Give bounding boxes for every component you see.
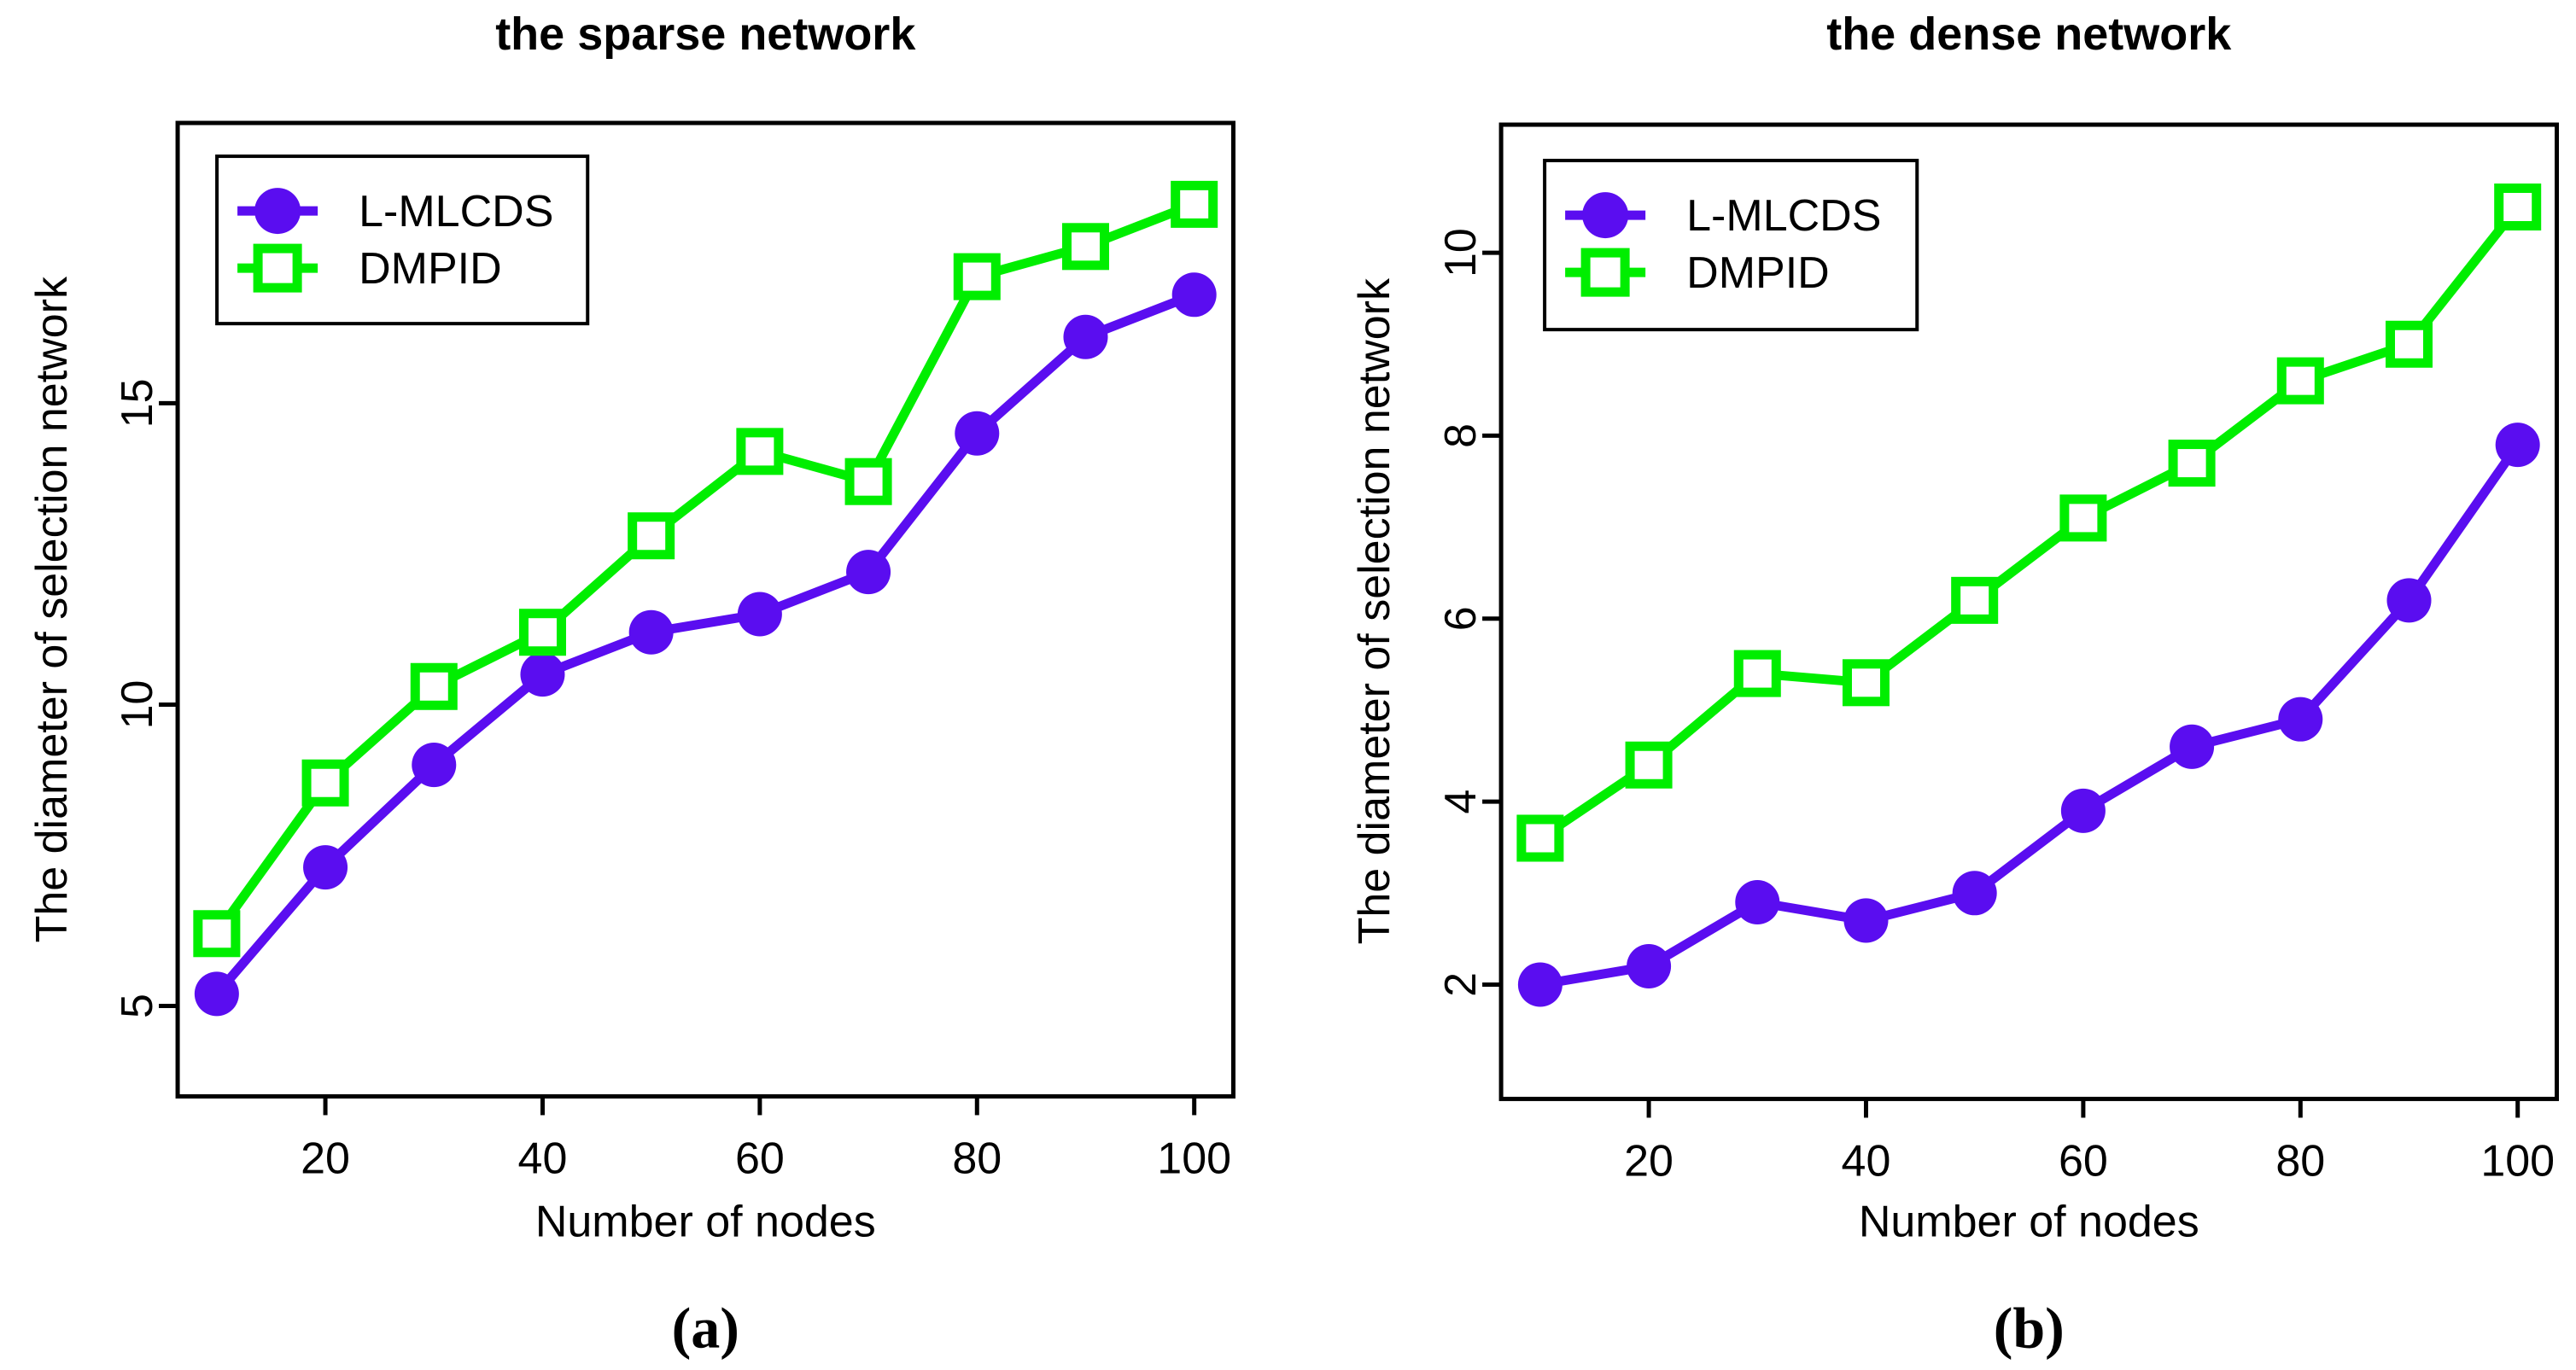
data-point-dmpid [1630, 746, 1668, 784]
legend-label-l-mlcds: L-MLCDS [359, 187, 553, 236]
data-point-l-mlcds [1735, 880, 1779, 924]
data-point-l-mlcds [2278, 697, 2322, 742]
data-point-dmpid [1738, 655, 1776, 692]
legend-filled-circle-icon [254, 188, 301, 234]
series-line-l-mlcds [217, 294, 1195, 994]
chart-panel-dense: the dense network The diameter of select… [1288, 0, 2576, 1370]
panel-caption: (b) [1993, 1296, 2064, 1361]
x-tick-label: 20 [1624, 1136, 1674, 1186]
data-point-dmpid [1521, 819, 1558, 857]
dense-network-chart: the dense network The diameter of select… [1288, 0, 2576, 1370]
data-point-l-mlcds [1843, 898, 1888, 942]
data-point-l-mlcds [2170, 725, 2214, 769]
data-point-dmpid [2498, 188, 2536, 225]
y-tick-label: 5 [113, 994, 162, 1018]
chart-title: the dense network [1826, 9, 2232, 60]
x-axis-label: Number of nodes [535, 1197, 876, 1246]
legend-border [217, 156, 587, 324]
data-point-l-mlcds [1517, 962, 1562, 1006]
legend-label-dmpid: DMPID [359, 244, 502, 294]
x-tick-label: 40 [518, 1134, 568, 1183]
data-point-dmpid [415, 668, 453, 705]
x-tick-label: 20 [301, 1134, 350, 1183]
data-point-l-mlcds [195, 971, 239, 1016]
y-tick-label: 2 [1436, 972, 1486, 997]
y-tick-label: 15 [113, 378, 162, 428]
data-point-dmpid [1066, 228, 1104, 265]
y-axis-label: The diameter of selection network [27, 276, 77, 942]
x-tick-label: 100 [2480, 1136, 2555, 1186]
chart-title: the sparse network [495, 9, 916, 60]
data-point-l-mlcds [738, 592, 782, 637]
data-point-dmpid [2064, 499, 2101, 537]
data-point-dmpid [2390, 325, 2427, 363]
x-tick-label: 60 [2058, 1136, 2107, 1186]
data-point-l-mlcds [2495, 423, 2539, 467]
data-point-l-mlcds [303, 845, 348, 889]
data-point-l-mlcds [1063, 315, 1107, 359]
y-tick-label: 8 [1436, 423, 1486, 448]
series-line-dmpid [1539, 207, 2517, 838]
legend-label-dmpid: DMPID [1686, 248, 1830, 298]
data-point-l-mlcds [955, 411, 999, 456]
data-point-dmpid [307, 764, 344, 802]
x-tick-label: 80 [952, 1134, 1002, 1183]
data-point-l-mlcds [1627, 944, 1671, 988]
data-point-l-mlcds [1952, 871, 1996, 915]
y-tick-label: 10 [113, 680, 162, 730]
chart-panel-sparse: the sparse network The diameter of selec… [0, 0, 1288, 1370]
data-point-dmpid [523, 614, 561, 651]
data-point-dmpid [741, 433, 779, 470]
x-tick-label: 80 [2275, 1136, 2325, 1186]
data-point-l-mlcds [412, 743, 456, 787]
legend: L-MLCDS DMPID [217, 156, 587, 324]
data-point-dmpid [1847, 664, 1884, 702]
data-point-dmpid [2173, 445, 2211, 482]
plot-area: 20 40 60 80 100 5 10 15 L-MLCDS DMPID [113, 123, 1233, 1183]
data-point-l-mlcds [846, 550, 891, 594]
series-line-dmpid [217, 204, 1195, 933]
data-point-l-mlcds [1172, 272, 1217, 317]
data-point-dmpid [958, 258, 996, 295]
legend-border [1545, 160, 1917, 329]
data-point-dmpid [850, 463, 887, 500]
data-point-dmpid [633, 517, 670, 555]
x-tick-label: 100 [1157, 1134, 1231, 1183]
legend-label-l-mlcds: L-MLCDS [1686, 191, 1881, 241]
data-point-dmpid [1176, 185, 1213, 223]
plot-area: 20 40 60 80 100 2 4 6 8 10 L-MLCDS DMPID [1436, 125, 2556, 1186]
y-tick-label: 4 [1436, 790, 1486, 814]
data-point-dmpid [2281, 362, 2319, 399]
data-point-l-mlcds [520, 652, 564, 697]
data-point-l-mlcds [2386, 578, 2431, 622]
legend-filled-circle-icon [1582, 192, 1628, 238]
x-axis-label: Number of nodes [1858, 1197, 2199, 1246]
y-axis-label: The diameter of selection network [1350, 277, 1399, 944]
sparse-network-chart: the sparse network The diameter of selec… [0, 0, 1288, 1370]
x-tick-label: 40 [1841, 1136, 1890, 1186]
legend-open-square-icon [258, 248, 297, 288]
data-point-dmpid [198, 915, 236, 953]
x-tick-label: 60 [735, 1134, 785, 1183]
data-point-dmpid [1955, 581, 1993, 619]
panel-caption: (a) [672, 1296, 739, 1361]
data-point-l-mlcds [2060, 789, 2105, 833]
series-line-l-mlcds [1539, 445, 2517, 984]
y-tick-label: 10 [1436, 228, 1486, 277]
y-tick-label: 6 [1436, 606, 1486, 631]
legend: L-MLCDS DMPID [1545, 160, 1917, 329]
legend-open-square-icon [1586, 253, 1625, 292]
data-point-l-mlcds [629, 610, 674, 655]
